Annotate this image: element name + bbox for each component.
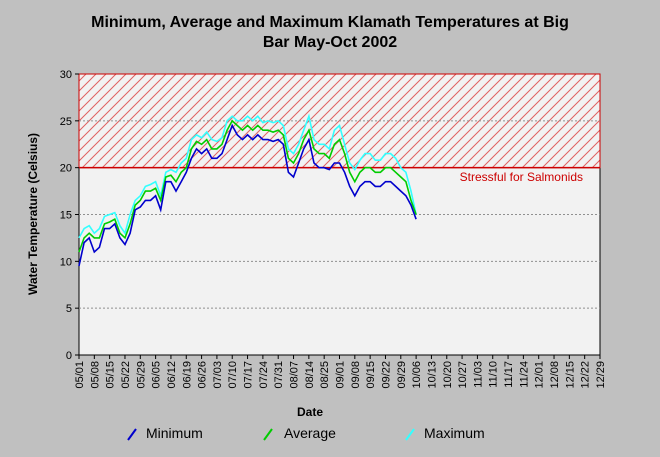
- x-tick-label: 05/01: [74, 361, 86, 389]
- x-tick-label: 05/22: [120, 361, 132, 389]
- x-tick-label: 12/01: [534, 361, 546, 389]
- legend: Minimum Average Maximum: [127, 425, 485, 441]
- legend-label-maximum: Maximum: [424, 425, 485, 441]
- legend-label-minimum: Minimum: [146, 425, 203, 441]
- x-tick-label: 11/17: [503, 361, 515, 388]
- series-line-average: [78, 119, 417, 253]
- x-tick-label: 07/24: [258, 361, 270, 389]
- x-tick-label: 07/10: [227, 361, 239, 389]
- x-tick-label: 07/03: [212, 361, 224, 389]
- x-tick-label: 12/15: [564, 361, 576, 389]
- x-tick-label: 09/22: [380, 361, 392, 389]
- y-tick-label: 0: [66, 350, 72, 362]
- chart-title-line-2: Bar May-Oct 2002: [263, 34, 397, 51]
- legend-swatch-minimum: [127, 428, 137, 441]
- x-tick-label: 05/15: [105, 361, 117, 389]
- x-tick-label: 11/03: [472, 361, 484, 388]
- x-tick-label: 09/29: [396, 361, 408, 389]
- x-tick-label: 08/25: [319, 361, 331, 389]
- y-tick-label: 25: [60, 116, 72, 128]
- threshold-label: Stressful for Salmonids: [460, 170, 583, 184]
- x-tick-label: 12/08: [549, 361, 561, 389]
- y-tick-label: 15: [60, 210, 72, 222]
- x-tick-label: 08/07: [289, 361, 301, 389]
- x-tick-label: 11/10: [488, 361, 500, 388]
- legend-label-average: Average: [284, 425, 336, 441]
- x-tick-label: 10/27: [457, 361, 469, 389]
- series-line-minimum: [78, 123, 417, 267]
- x-tick-label: 08/14: [304, 361, 316, 389]
- x-tick-label: 09/01: [335, 361, 347, 389]
- x-tick-label: 05/08: [89, 361, 101, 389]
- x-tick-label: 06/12: [166, 361, 178, 389]
- x-tick-label: 07/31: [273, 361, 285, 389]
- chart-title-line-1: Minimum, Average and Maximum Klamath Tem…: [91, 14, 569, 31]
- x-axis-label: Date: [297, 405, 323, 419]
- series-line-maximum: [78, 113, 417, 239]
- x-tick-label: 09/08: [350, 361, 362, 389]
- y-tick-label: 5: [66, 303, 72, 315]
- legend-swatch-average: [263, 428, 273, 441]
- x-tick-label: 05/29: [135, 361, 147, 389]
- x-tick-label: 06/05: [151, 361, 163, 389]
- x-tick-label: 12/29: [595, 361, 607, 389]
- x-tick-label: 06/26: [197, 361, 209, 389]
- x-tick-label: 10/13: [426, 361, 438, 389]
- legend-swatch-maximum: [405, 428, 415, 441]
- x-tick-label: 07/17: [243, 361, 255, 389]
- x-tick-label: 11/24: [518, 361, 530, 388]
- y-tick-label: 30: [60, 69, 72, 81]
- y-axis-label: Water Temperature (Celsius): [26, 133, 40, 295]
- x-tick-label: 06/19: [181, 361, 193, 389]
- x-tick-label: 10/06: [411, 361, 423, 389]
- y-tick-label: 20: [60, 163, 72, 175]
- y-tick-label: 10: [60, 256, 72, 268]
- x-tick-label: 12/22: [580, 361, 592, 389]
- x-tick-label: 09/15: [365, 361, 377, 389]
- x-tick-label: 10/20: [442, 361, 454, 389]
